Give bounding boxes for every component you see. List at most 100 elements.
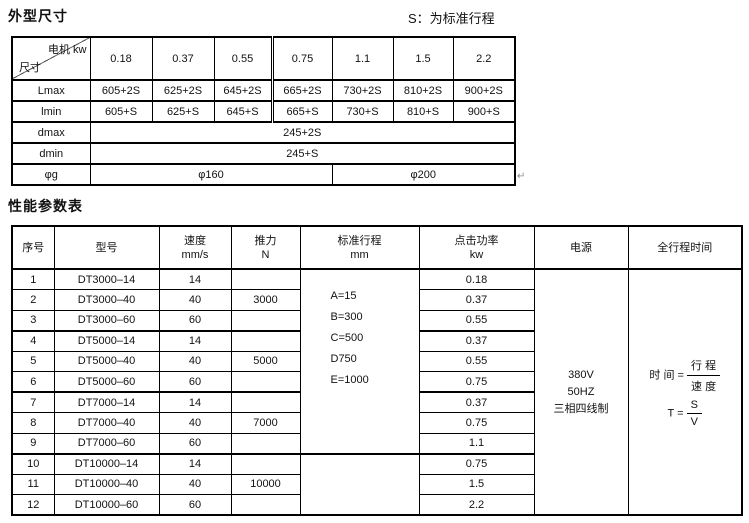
power-supply-cell: 380V 50HZ 三相四线制: [533, 268, 629, 516]
header-stroke: 标准行程 mm: [299, 225, 420, 270]
cell-model: DT10000–40: [53, 473, 160, 495]
cell-model: DT5000–60: [53, 371, 160, 393]
cell-thrust: [230, 452, 301, 475]
cell-thrust: 7000: [230, 412, 301, 434]
dim-cell: 625+S: [151, 100, 215, 123]
cell-no: 7: [11, 391, 55, 413]
dim-cell: 665+S: [270, 100, 333, 123]
cell-speed: 60: [158, 432, 232, 454]
cell-speed: 40: [158, 412, 232, 434]
header-speed-label: 速度: [184, 234, 206, 247]
table-row: dmax 245+2S: [11, 121, 516, 144]
supply-line: 三相四线制: [553, 402, 609, 415]
dim-phi200-cell: φ200: [331, 163, 516, 186]
table-row: 4 DT5000–14 14 0.37: [11, 329, 742, 352]
cell-model: DT10000–60: [53, 494, 160, 516]
cell-no: 5: [11, 350, 55, 372]
stroke-empty-cell: [299, 452, 420, 516]
dim-corner-size-label: 尺寸: [19, 62, 41, 74]
tsv-formula-fraction: S V: [686, 399, 702, 428]
dim-cell: 645+2S: [213, 79, 273, 102]
cell-speed: 14: [158, 452, 232, 475]
dim-cell: 730+2S: [331, 79, 394, 102]
table-row: 11 DT10000–40 40 10000 1.5: [11, 473, 742, 495]
performance-table-wrap: 序号 型号 速度 mm/s 推力 N 标准行程 mm 点击功率 kw 电源 全行…: [11, 225, 743, 516]
table-row: 12 DT10000–60 60 2.2: [11, 494, 742, 516]
cell-model: DT7000–60: [53, 432, 160, 454]
cell-no: 6: [11, 371, 55, 393]
dim-col-header: 0.75: [270, 36, 333, 81]
cell-speed: 60: [158, 309, 232, 331]
cell-speed: 40: [158, 289, 232, 311]
dim-cell: 605+2S: [89, 79, 153, 102]
cell-model: DT7000–14: [53, 391, 160, 413]
cell-no: 4: [11, 329, 55, 352]
header-thrust-unit: N: [261, 248, 270, 261]
table-header-row: 序号 型号 速度 mm/s 推力 N 标准行程 mm 点击功率 kw 电源 全行…: [11, 225, 743, 270]
dim-cell: 810+S: [392, 100, 454, 123]
cell-power: 2.2: [418, 494, 535, 516]
time-formula-label: 时 间 =: [649, 368, 684, 381]
supply-line: 50HZ: [567, 385, 595, 398]
header-stroke-label: 标准行程: [337, 234, 382, 247]
cell-thrust: [230, 371, 301, 393]
header-power-unit: kw: [469, 248, 484, 261]
dim-col-header: 1.1: [331, 36, 394, 81]
header-time: 全行程时间: [627, 225, 743, 270]
cell-no: 9: [11, 432, 55, 454]
performance-table: 序号 型号 速度 mm/s 推力 N 标准行程 mm 点击功率 kw 电源 全行…: [11, 225, 743, 516]
header-supply: 电源: [533, 225, 629, 270]
header-thrust: 推力 N: [230, 225, 301, 270]
dim-cell: 900+2S: [452, 79, 516, 102]
cell-power: 0.75: [418, 371, 535, 393]
stroke-line: B=300: [330, 311, 363, 323]
header-model: 型号: [53, 225, 160, 270]
dim-span-cell: 245+2S: [89, 121, 516, 144]
tsv-formula: T = S V: [629, 399, 741, 428]
cell-no: 8: [11, 412, 55, 434]
dim-span-cell: 245+S: [89, 142, 516, 165]
table-row: lmin 605+S 625+S 645+S 665+S 730+S 810+S…: [11, 100, 516, 123]
cell-model: DT10000–14: [53, 452, 160, 475]
performance-title: 性能参数表: [8, 198, 83, 214]
supply-line: 380V: [568, 368, 594, 381]
table-row: Lmax 605+2S 625+2S 645+2S 665+2S 730+2S …: [11, 79, 516, 102]
dim-cell: 645+S: [213, 100, 273, 123]
dim-col-header: 0.55: [213, 36, 273, 81]
cell-thrust: [230, 432, 301, 454]
fraction-denominator: V: [690, 415, 698, 428]
cell-speed: 60: [158, 494, 232, 516]
cell-speed: 40: [158, 350, 232, 372]
cell-power: 0.37: [418, 289, 535, 311]
dim-cell: 730+S: [331, 100, 394, 123]
cell-model: DT5000–14: [53, 329, 160, 352]
cell-power: 0.37: [418, 329, 535, 352]
dim-cell: 625+2S: [151, 79, 215, 102]
dimensions-title: 外型尺寸: [8, 8, 68, 24]
cell-thrust: [230, 309, 301, 331]
time-formula-fraction: 行 程 速 度: [687, 357, 721, 394]
stroke-line: C=500: [330, 332, 364, 344]
fraction-numerator: S: [686, 399, 702, 414]
cell-model: DT7000–40: [53, 412, 160, 434]
stroke-line: E=1000: [330, 374, 369, 386]
dim-row-label: dmax: [11, 121, 91, 144]
cell-thrust: 5000: [230, 350, 301, 372]
dim-corner-motor-label: 电机 kw: [48, 44, 87, 56]
cell-power: 1.1: [418, 432, 535, 454]
cell-no: 10: [11, 452, 55, 475]
dim-cell: 900+S: [452, 100, 516, 123]
tsv-formula-label: T =: [667, 406, 684, 419]
paragraph-mark-icon: ↵: [517, 171, 526, 182]
cell-no: 11: [11, 473, 55, 495]
cell-model: DT3000–40: [53, 289, 160, 311]
cell-thrust: 3000: [230, 289, 301, 311]
dim-row-label: lmin: [11, 100, 91, 123]
table-row: 7 DT7000–14 14 0.37: [11, 391, 742, 413]
table-row: 1 DT3000–14 14 A=15 B=300 C=500 D750 E=1…: [11, 268, 743, 516]
cell-power: 1.5: [418, 473, 535, 495]
table-row: 9 DT7000–60 60 1.1: [11, 432, 742, 454]
fraction-numerator: 行 程: [687, 357, 721, 376]
cell-no: 3: [11, 309, 55, 331]
dim-cell: 810+2S: [392, 79, 454, 102]
